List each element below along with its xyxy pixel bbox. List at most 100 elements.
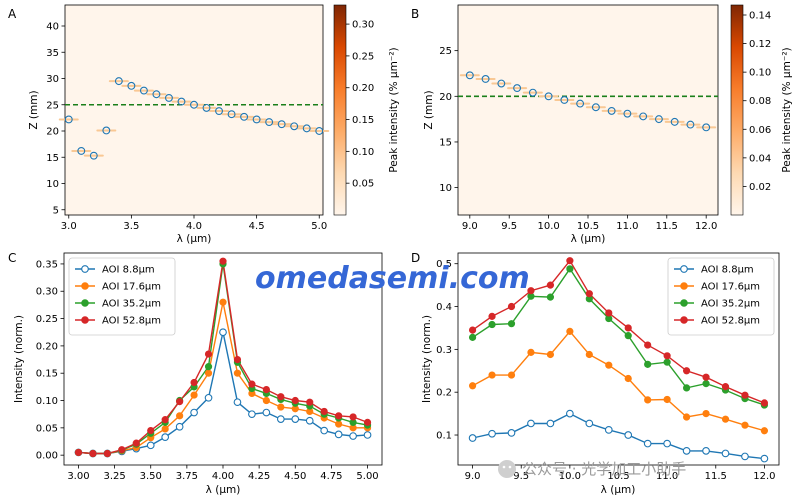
panel-b-point	[544, 92, 553, 101]
panel-b-colorbar-tick-label: 0.08	[749, 96, 771, 107]
panel-c-point	[363, 431, 372, 439]
panel-b-x-tick-label: 11.0	[616, 221, 638, 232]
panel-d-point	[644, 396, 652, 404]
panel-a-colorbar-tick-label: 0.25	[352, 51, 374, 62]
panel-d-point	[566, 327, 574, 335]
panel-c-point	[176, 398, 184, 406]
panel-a-label: A	[8, 7, 17, 21]
panel-c-point	[335, 412, 343, 420]
panel-c-point	[147, 426, 155, 435]
panel-d-point	[760, 454, 769, 463]
panel-c-point	[204, 350, 213, 358]
panel-d-legend-marker	[680, 282, 688, 290]
panel-c-x-tick-label: 3.00	[67, 471, 89, 482]
panel-c-legend-label: AOI 35.2μm	[102, 299, 161, 310]
panel-d-legend-marker	[680, 316, 688, 324]
panel-c-y-tick-label: 0.20	[36, 341, 58, 352]
panel-b-point	[465, 71, 474, 80]
panel-d-point	[644, 360, 652, 368]
panel-d-point	[663, 352, 671, 360]
panel-c-legend-label: AOI 52.8μm	[102, 316, 161, 327]
panel-d-point	[546, 281, 555, 289]
panel-d-point	[741, 452, 749, 461]
panel-c-x-tick-label: 3.75	[176, 471, 198, 482]
panel-d-point	[488, 312, 496, 320]
panel-d-x-tick-label: 9.5	[513, 471, 529, 482]
panel-a-y-tick-label: 15	[46, 153, 59, 164]
panel-c-point	[89, 449, 97, 458]
panel-d-x-tick-label: 11.5	[705, 471, 727, 482]
panel-c: C 3.00 3.25 3.50 3.75 4.00 4.25 4.50 4.75 5.00 0.…	[8, 251, 383, 496]
panel-b-y-tick-label: 15	[439, 137, 452, 148]
panel-d-x-label: λ (μm)	[601, 484, 636, 496]
panel-c-y-tick-label: 0.15	[36, 369, 58, 380]
panel-c-y-tick-label: 0.25	[36, 314, 58, 325]
panel-b-point	[702, 123, 711, 132]
panel-b-colorbar	[730, 4, 744, 216]
panel-d-point	[624, 332, 632, 340]
panel-b-colorbar-label: Peak intensity (% μm⁻²)	[781, 47, 793, 172]
panel-b-x-tick-label: 10.5	[577, 221, 599, 232]
panel-a-point	[290, 122, 299, 131]
panel-c-y-tick-label: 0.05	[36, 423, 58, 434]
panel-d-point	[566, 409, 574, 418]
panel-d-point	[741, 421, 749, 429]
panel-c-point	[219, 298, 227, 306]
panel-b-point	[576, 99, 585, 108]
panel-c-point	[161, 433, 170, 441]
panel-d-legend-label: AOI 35.2μm	[701, 299, 760, 310]
panel-a-colorbar-label: Peak intensity (% μm⁻²)	[388, 47, 400, 172]
panel-a-point	[202, 103, 211, 112]
panel-b-colorbar-tick-label: 0.10	[749, 68, 771, 79]
panel-d-point	[507, 320, 516, 328]
panel-b-colorbar-tick-label: 0.02	[749, 182, 771, 193]
panel-d-point	[702, 380, 710, 388]
panel-b-y-label: Z (mm)	[423, 90, 435, 129]
panel-d-legend-marker	[680, 299, 688, 307]
panel-d-series-line	[472, 330, 765, 432]
panel-d-point	[663, 439, 671, 448]
panel-a-point	[277, 120, 286, 129]
panel-b-x-tick-label: 12.0	[695, 221, 717, 232]
panel-d-point	[682, 413, 691, 421]
panel-a-colorbar-tick-label: 0.20	[352, 83, 374, 94]
panel-d-series-line	[472, 267, 765, 406]
panel-b-point	[670, 117, 679, 126]
panel-d-point	[663, 358, 671, 366]
panel-d-point	[468, 434, 477, 442]
panel-a-y-tick-label: 40	[46, 22, 59, 33]
panel-a-y-tick-label: 10	[46, 179, 59, 190]
panel-d-point	[488, 429, 496, 438]
panel-c-point	[262, 396, 270, 405]
panel-b-x-tick-label: 9.0	[462, 221, 478, 232]
panel-d-y-tick-label: 0.5	[436, 259, 452, 270]
panel-c-point	[335, 420, 343, 428]
panel-d-point	[488, 320, 496, 329]
panel-c-point	[277, 393, 285, 401]
panel-a-point	[77, 147, 86, 155]
panel-a-plot-area	[64, 4, 324, 216]
panel-d-point	[507, 371, 516, 379]
panel-c-point	[161, 416, 169, 424]
panel-d-point	[760, 427, 769, 435]
panel-d-point	[721, 415, 730, 423]
panel-b-y-tick-label: 20	[439, 92, 452, 103]
panel-b-x-label: λ (μm)	[571, 233, 606, 245]
panel-b-plot-area	[457, 4, 719, 216]
panel-d-point	[682, 367, 691, 375]
panel-d-point	[527, 419, 535, 428]
panel-d-point	[702, 447, 710, 455]
panel-d-legend-label: AOI 52.8μm	[701, 316, 760, 327]
panel-a-point	[302, 124, 311, 133]
panel-c-legend-marker	[81, 299, 89, 307]
panel-b-point	[497, 79, 506, 88]
panel-a-colorbar-tick-label: 0.30	[352, 20, 374, 31]
panel-c-point	[306, 398, 314, 406]
panel-b-x-tick-label: 11.5	[656, 221, 678, 232]
panel-c-point	[262, 408, 271, 417]
panel-d-point	[721, 383, 730, 391]
panel-b-point	[607, 106, 616, 115]
panel-d-series-line	[472, 412, 765, 460]
panel-d-point	[624, 431, 633, 439]
